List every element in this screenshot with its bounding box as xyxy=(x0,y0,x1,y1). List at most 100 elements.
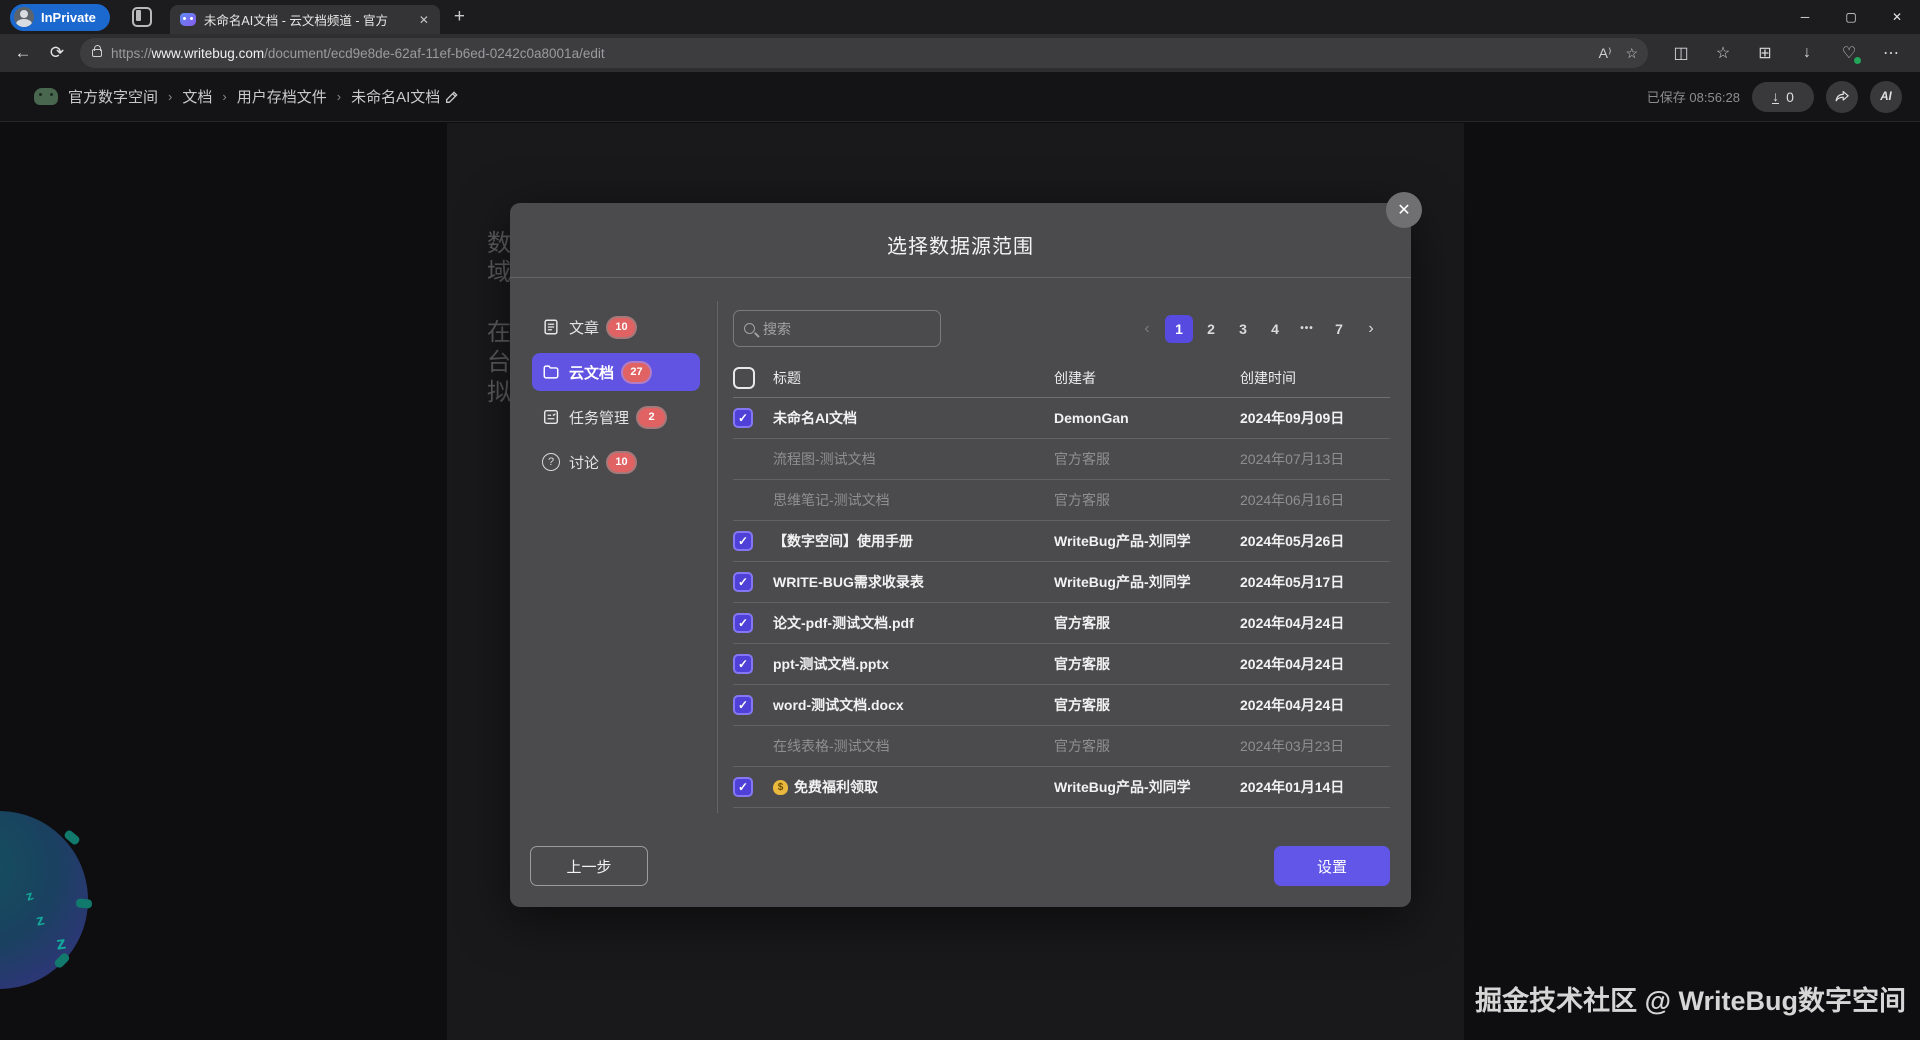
page-button-4[interactable]: 4 xyxy=(1271,320,1279,337)
favorite-star-icon[interactable]: ☆ xyxy=(1625,44,1638,61)
sidebar-item-label: 文章 xyxy=(569,319,600,337)
browser-essentials-icon[interactable]: ♡ xyxy=(1828,43,1870,64)
search-input[interactable] xyxy=(763,320,930,337)
ai-assistant-button[interactable]: AI xyxy=(1870,80,1902,113)
row-checkbox-checked[interactable]: ✓ xyxy=(733,613,753,633)
split-screen-icon[interactable]: ◫ xyxy=(1673,45,1689,62)
row-checkbox-checked[interactable]: ✓ xyxy=(733,695,753,715)
table-row[interactable]: ✓ $ 免费福利领取 WriteBug产品-刘同学 2024年01月14日 xyxy=(733,767,1390,808)
confirm-settings-button[interactable]: 设置 xyxy=(1274,846,1390,886)
new-tab-button[interactable]: + xyxy=(453,6,466,27)
sidebar-item-discussion[interactable]: ? 讨论 10 xyxy=(532,443,700,481)
row-checkbox-checked[interactable]: ✓ xyxy=(733,654,753,674)
modal-close-button[interactable]: ✕ xyxy=(1386,192,1422,228)
sidebar-item-tasks[interactable]: 任务管理 2 xyxy=(532,398,700,436)
row-checkbox-checked[interactable]: ✓ xyxy=(733,408,753,428)
row-title: 流程图-测试文档 xyxy=(773,449,1054,469)
row-date: 2024年07月13日 xyxy=(1240,451,1345,467)
download-icon: ↓ xyxy=(1772,87,1780,104)
breadcrumb-item[interactable]: 官方数字空间 xyxy=(68,89,159,106)
table-row[interactable]: ✓ word-测试文档.docx 官方客服 2024年04月24日 xyxy=(733,685,1390,726)
tab-title: 未命名AI文档 - 云文档频道 - 官方 xyxy=(203,14,388,28)
sidebar-item-folder[interactable]: 云文档 27 xyxy=(532,353,700,391)
favorites-list-icon[interactable]: ☆ xyxy=(1715,45,1731,62)
column-header-date: 创建时间 xyxy=(1240,369,1296,386)
page-button-7[interactable]: 7 xyxy=(1335,320,1343,337)
inprivate-badge[interactable]: InPrivate xyxy=(10,3,110,31)
checkbox-cell: ✓ xyxy=(733,695,773,715)
checkbox-cell: ✓ xyxy=(733,531,773,551)
row-checkbox-checked[interactable]: ✓ xyxy=(733,777,753,797)
collections-icon[interactable]: ⊞ xyxy=(1758,45,1772,62)
background-text-char: 数 xyxy=(487,230,511,257)
modal-sidebar: 文章 10 云文档 27 任务管理 2? 讨论 10 xyxy=(532,308,700,488)
column-header-title: 标题 xyxy=(773,369,801,386)
share-icon xyxy=(1835,90,1849,102)
breadcrumb-item[interactable]: 用户存档文件 xyxy=(236,89,327,106)
profile-avatar-icon xyxy=(14,7,34,27)
minimize-button[interactable]: ─ xyxy=(1800,10,1810,24)
select-all-checkbox[interactable] xyxy=(733,366,755,389)
address-bar[interactable]: https://www.writebug.com/document/ecd9e8… xyxy=(80,38,1648,68)
table-row[interactable]: ✓ 论文-pdf-测试文档.pdf 官方客服 2024年04月24日 xyxy=(733,603,1390,644)
address-bar-icons: A⁾ ☆ xyxy=(1585,45,1638,62)
back-button[interactable]: ← xyxy=(14,43,32,62)
window-controls: ─ ▢ ✕ xyxy=(1782,0,1920,34)
checkbox-cell: ✓ xyxy=(733,613,773,633)
count-badge: 27 xyxy=(623,362,651,382)
discussion-icon: ? xyxy=(542,453,560,471)
sidebar-item-article[interactable]: 文章 10 xyxy=(532,308,700,346)
row-checkbox-checked[interactable]: ✓ xyxy=(733,572,753,592)
row-date: 2024年04月24日 xyxy=(1240,656,1345,672)
page-button-2[interactable]: 2 xyxy=(1207,320,1215,337)
more-options-icon[interactable]: ⋯ xyxy=(1883,45,1899,62)
row-date: 2024年05月26日 xyxy=(1240,533,1345,549)
sidebar-item-label: 讨论 xyxy=(569,454,600,472)
row-date: 2024年03月23日 xyxy=(1240,738,1345,754)
sidebar-item-label: 云文档 xyxy=(569,364,615,382)
browser-tab[interactable]: 未命名AI文档 - 云文档频道 - 官方 ✕ xyxy=(169,5,440,34)
url-scheme: https:// xyxy=(111,45,152,61)
breadcrumb-item[interactable]: 未命名AI文档 xyxy=(351,89,441,106)
row-date: 2024年09月09日 xyxy=(1240,410,1345,426)
table-row: 流程图-测试文档 官方客服 2024年07月13日 xyxy=(733,439,1390,480)
table-row[interactable]: ✓ 未命名AI文档 DemonGan 2024年09月09日 xyxy=(733,398,1390,439)
row-creator: 官方客服 xyxy=(1054,738,1110,754)
page-next-icon[interactable]: › xyxy=(1368,319,1374,337)
page-button-3[interactable]: 3 xyxy=(1239,320,1247,337)
refresh-button[interactable]: ⟳ xyxy=(49,43,65,62)
money-bag-icon: $ xyxy=(773,779,788,795)
download-count-button[interactable]: ↓ 0 xyxy=(1752,81,1814,112)
table-row[interactable]: ✓ WRITE-BUG需求收录表 WriteBug产品-刘同学 2024年05月17日 xyxy=(733,562,1390,603)
app-header: 官方数字空间 › 文档 › 用户存档文件 › 未命名AI文档 已保存 08:56:28 ↓ … xyxy=(0,72,1920,122)
row-checkbox-checked[interactable]: ✓ xyxy=(733,531,753,551)
maximize-button[interactable]: ▢ xyxy=(1845,10,1857,24)
page-button-1[interactable]: 1 xyxy=(1165,314,1193,343)
previous-step-button[interactable]: 上一步 xyxy=(530,846,648,886)
divider xyxy=(510,277,1411,278)
search-box[interactable] xyxy=(733,310,941,347)
table-row[interactable]: ✓ ppt-测试文档.pptx 官方客服 2024年04月24日 xyxy=(733,644,1390,685)
row-creator: 官方客服 xyxy=(1054,656,1110,672)
rename-edit-icon[interactable] xyxy=(444,89,460,105)
row-title-text: WRITE-BUG需求收录表 xyxy=(773,574,924,590)
pagination: ‹ 1 2 3 4 ••• 7 › xyxy=(1133,310,1385,347)
space-robot-icon xyxy=(34,88,58,105)
row-title-text: word-测试文档.docx xyxy=(773,697,904,713)
table-row[interactable]: ✓ 【数字空间】使用手册 WriteBug产品-刘同学 2024年05月26日 xyxy=(733,521,1390,562)
share-button[interactable] xyxy=(1826,80,1858,113)
url-text[interactable]: https://www.writebug.com/document/ecd9e8… xyxy=(111,46,1585,61)
row-title: 未命名AI文档 xyxy=(773,408,1054,428)
breadcrumb-item[interactable]: 文档 xyxy=(182,89,213,106)
row-title: $ 免费福利领取 xyxy=(773,777,1054,797)
folder-icon xyxy=(542,363,560,381)
close-window-button[interactable]: ✕ xyxy=(1891,10,1903,24)
download-icon[interactable]: ↓ xyxy=(1803,44,1811,61)
row-date: 2024年04月24日 xyxy=(1240,697,1345,713)
row-title-text: ppt-测试文档.pptx xyxy=(773,656,889,672)
tab-actions-icon[interactable] xyxy=(131,7,152,27)
read-aloud-icon[interactable]: A⁾ xyxy=(1598,44,1612,61)
tab-close-icon[interactable]: ✕ xyxy=(418,12,429,27)
page-prev-icon[interactable]: ‹ xyxy=(1144,319,1150,337)
column-header-creator: 创建者 xyxy=(1054,369,1096,386)
